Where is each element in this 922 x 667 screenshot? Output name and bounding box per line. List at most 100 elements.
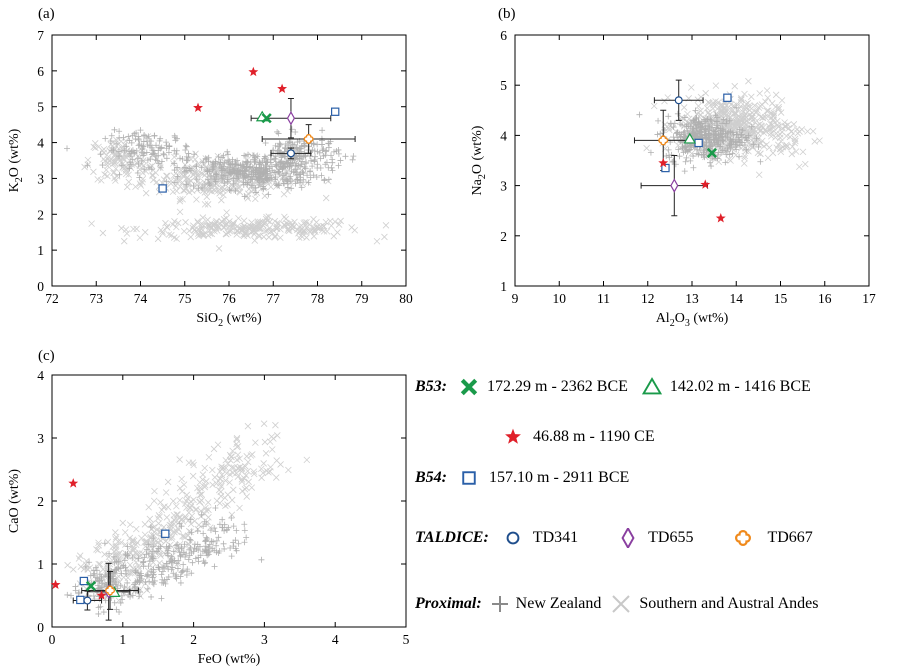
- andes-point: [162, 538, 170, 545]
- nz-point: [203, 521, 210, 528]
- nz-point: [287, 173, 294, 180]
- andes-point: [751, 102, 759, 109]
- andes-point: [735, 123, 743, 130]
- andes-point: [218, 463, 225, 471]
- nz-point: [168, 553, 175, 560]
- andes-point: [151, 487, 158, 495]
- andes-point: [211, 474, 219, 481]
- andes-point: [182, 184, 190, 192]
- andes-point: [199, 476, 206, 483]
- andes-point: [106, 560, 113, 568]
- nz-point: [148, 144, 155, 151]
- andes-point: [96, 561, 104, 568]
- nz-point: [275, 181, 282, 188]
- andes-point: [141, 228, 149, 236]
- andes-point: [788, 150, 796, 158]
- nz-point: [128, 153, 135, 160]
- nz-point: [283, 161, 290, 168]
- andes-point: [162, 489, 170, 496]
- nz-point: [325, 140, 332, 147]
- nz-point: [693, 125, 700, 132]
- nz-point: [703, 118, 710, 125]
- nz-point: [129, 156, 136, 163]
- andes-point: [238, 465, 246, 472]
- nz-point: [688, 143, 695, 150]
- nz-point: [160, 151, 167, 158]
- nz-point: [212, 170, 219, 177]
- nz-point: [113, 606, 120, 613]
- nz-point: [200, 159, 207, 166]
- nz-point: [164, 550, 171, 557]
- andes-point: [284, 227, 292, 234]
- andes-point: [381, 233, 388, 241]
- nz-point: [118, 162, 125, 169]
- andes-point: [224, 491, 232, 498]
- nz-point: [121, 147, 128, 154]
- nz-point: [191, 151, 198, 158]
- legend-marker-b53-142: [641, 377, 662, 397]
- nz-point: [337, 157, 344, 164]
- andes-point: [715, 158, 723, 166]
- andes-point: [260, 460, 267, 467]
- andes-point: [643, 144, 650, 152]
- andes-point: [218, 196, 225, 204]
- nz-point: [212, 528, 219, 535]
- nz-point: [261, 153, 268, 160]
- nz-point: [82, 563, 89, 570]
- andes-point: [149, 172, 156, 180]
- andes-point: [193, 506, 200, 513]
- andes-point: [144, 567, 152, 575]
- nz-point: [733, 146, 740, 153]
- nz-point: [205, 179, 212, 186]
- andes-point: [173, 223, 180, 231]
- andes-point: [233, 469, 240, 477]
- nz-point: [681, 168, 688, 175]
- nz-point: [226, 186, 233, 193]
- andes-point: [75, 555, 83, 562]
- point-b54-157: [158, 184, 167, 193]
- nz-point: [163, 543, 170, 550]
- andes-point: [262, 227, 269, 235]
- nz-point: [326, 140, 333, 147]
- nz-point: [714, 151, 721, 158]
- nz-point: [302, 165, 309, 172]
- andes-point: [173, 502, 180, 510]
- nz-point: [241, 172, 248, 179]
- andes-point: [275, 220, 282, 227]
- andes-point: [163, 514, 171, 521]
- andes-point: [95, 539, 102, 547]
- nz-point: [204, 536, 211, 543]
- nz-point: [156, 144, 163, 151]
- andes-point: [187, 504, 194, 511]
- andes-point: [740, 105, 748, 112]
- nz-point: [263, 170, 270, 177]
- andes-point: [168, 522, 175, 529]
- nz-point: [693, 150, 700, 157]
- andes-point: [161, 503, 168, 510]
- nz-point: [234, 175, 241, 182]
- andes-point: [185, 509, 193, 516]
- andes-point: [233, 227, 241, 235]
- andes-point: [263, 213, 270, 221]
- andes-point: [789, 143, 796, 150]
- nz-point: [161, 577, 168, 584]
- y-tick-label: 6: [500, 28, 507, 43]
- y-tick-label: 2: [500, 229, 507, 244]
- nz-point: [317, 155, 324, 162]
- andes-point: [748, 117, 756, 124]
- nz-point: [107, 137, 114, 144]
- andes-point: [148, 540, 155, 548]
- proximal-cloud: [64, 126, 390, 252]
- nz-point: [177, 155, 184, 162]
- legend-group-taldice: TALDICE:: [415, 529, 489, 546]
- point-b53-46: [50, 579, 61, 589]
- nz-point: [104, 579, 111, 586]
- nz-point: [235, 162, 242, 169]
- andes-point: [90, 168, 97, 176]
- nz-point: [151, 132, 158, 139]
- point-b53-172: [85, 580, 97, 592]
- nz-point: [241, 521, 248, 528]
- nz-point: [323, 147, 330, 154]
- andes-point: [121, 150, 128, 158]
- nz-point: [313, 174, 320, 181]
